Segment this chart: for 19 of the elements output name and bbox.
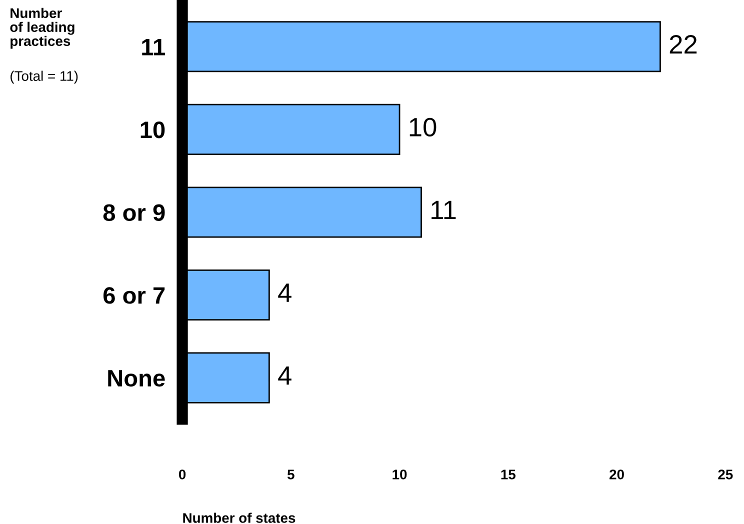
x-tick-label: 0 [178, 470, 186, 480]
y-tick-label: 6 or 7 [103, 287, 165, 304]
x-tick-label: 5 [287, 470, 294, 480]
y-tick-label: 8 or 9 [103, 204, 165, 222]
x-tick-label: 20 [610, 470, 624, 480]
data-label: 4 [278, 366, 292, 385]
x-tick-label: 25 [718, 470, 733, 480]
x-tick-label: 10 [392, 470, 407, 480]
data-label: 10 [410, 118, 436, 137]
data-label: 11 [432, 200, 456, 220]
y-tick-label: 11 [142, 38, 165, 56]
data-label: 4 [278, 284, 292, 302]
text: (Total = 11) [10, 70, 78, 84]
data-label: 22 [670, 35, 697, 54]
x-axis-title: Number of states [183, 512, 296, 523]
y-axis-title: Number of leading practices [10, 8, 74, 49]
y-tick-label: 10 [140, 121, 165, 138]
x-tick-label: 15 [501, 470, 516, 480]
y-tick-label: None [108, 370, 165, 387]
